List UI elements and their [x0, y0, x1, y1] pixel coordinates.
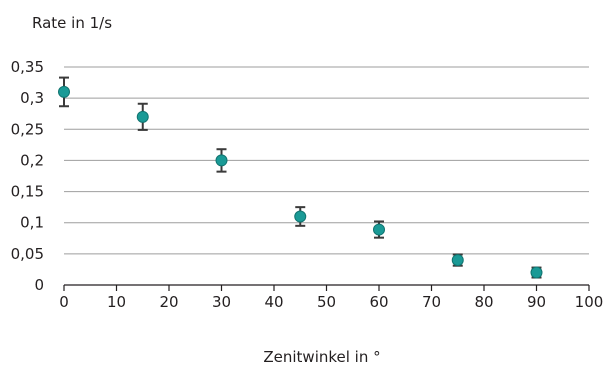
point-marker	[451, 254, 464, 267]
y-tick-label: 0,2	[20, 151, 44, 169]
grid-lines	[64, 66, 589, 255]
point-marker	[294, 210, 307, 223]
data-point	[58, 76, 70, 108]
y-tick-label: 0	[34, 276, 44, 294]
x-tick-label: 10	[107, 293, 126, 311]
y-axis-title: Rate in 1/s	[32, 14, 112, 32]
data-point	[373, 220, 385, 239]
x-tick-label: 30	[212, 293, 231, 311]
x-tick-label: 70	[422, 293, 441, 311]
x-tick-label: 40	[264, 293, 283, 311]
point-marker	[58, 85, 70, 98]
data-point	[215, 148, 228, 173]
x-tick-label: 100	[575, 293, 604, 311]
point-marker	[215, 154, 228, 167]
y-tick-label: 0,05	[11, 245, 44, 263]
x-tick-label: 0	[59, 293, 69, 311]
y-tick-label: 0,35	[11, 58, 44, 76]
axes	[63, 284, 590, 291]
data-point	[530, 266, 543, 279]
x-tick-label: 90	[527, 293, 546, 311]
data-point	[136, 102, 149, 131]
x-axis-tick-labels: 0 10 20 30 40 50 60 70 80 90 100	[59, 293, 603, 311]
y-tick-label: 0,1	[20, 214, 44, 232]
x-tick-label: 80	[474, 293, 493, 311]
x-tick-label: 20	[159, 293, 178, 311]
x-tick-label: 60	[369, 293, 388, 311]
data-point	[451, 253, 464, 267]
y-axis-tick-labels: 0 0,05 0,1 0,15 0,2 0,25 0,3 0,35	[11, 58, 44, 294]
x-axis-title: Zenitwinkel in °	[263, 348, 380, 365]
data-point	[294, 206, 307, 227]
point-marker	[530, 266, 543, 279]
point-marker	[373, 223, 385, 236]
y-tick-label: 0,15	[11, 183, 44, 201]
y-tick-label: 0,25	[11, 120, 44, 138]
x-tick-label: 50	[317, 293, 336, 311]
point-marker	[136, 110, 149, 123]
data-points	[58, 76, 543, 279]
y-tick-label: 0,3	[20, 89, 44, 107]
